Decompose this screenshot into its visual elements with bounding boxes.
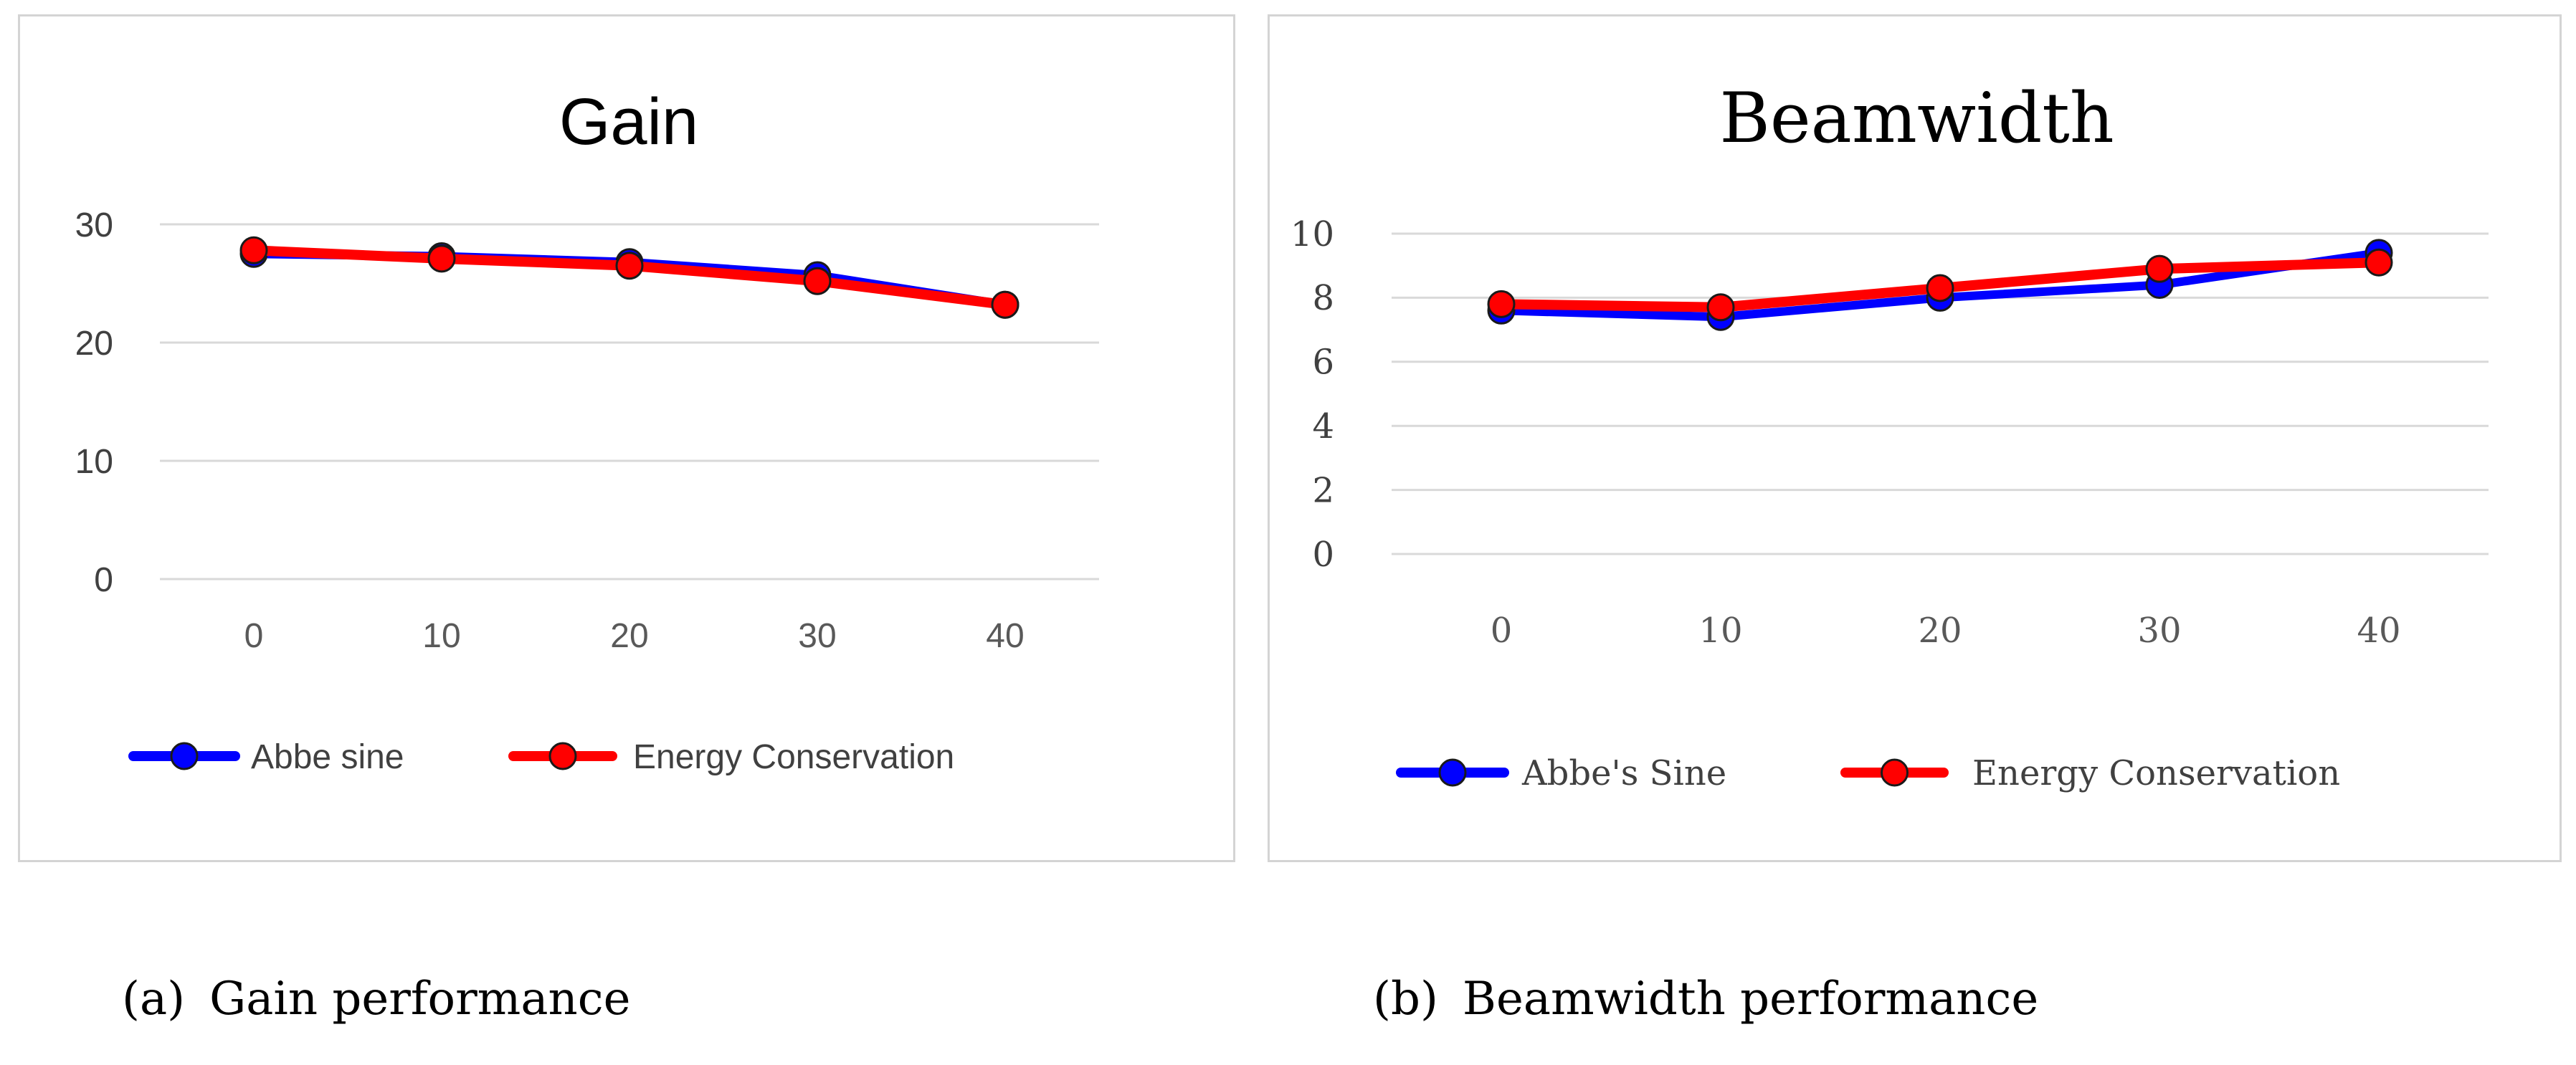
y-tick-label: 10: [1291, 214, 1334, 254]
y-tick-label: 0: [94, 561, 113, 599]
y-tick-labels: 0 10 20 30: [75, 206, 113, 599]
legend-label: Energy Conservation: [633, 738, 954, 776]
legend-marker: [548, 742, 577, 770]
data-point: [1706, 293, 1735, 322]
series-second: [1487, 248, 2393, 322]
legend-item: Energy Conservation: [508, 738, 954, 776]
x-tick-label: 0: [244, 617, 264, 655]
data-point: [1926, 274, 1954, 302]
x-tick-label: 30: [798, 617, 836, 655]
legend-item: Energy Conservation: [1840, 753, 2340, 793]
x-tick-label: 40: [986, 617, 1024, 655]
caption-beamwidth: (b) Beamwidth performance: [1373, 976, 2038, 1022]
legend-label: Abbe's Sine: [1521, 753, 1726, 793]
legend-marker: [170, 742, 199, 770]
legend-label: Abbe sine: [251, 738, 404, 776]
y-tick-label: 0: [1312, 535, 1334, 575]
y-tick-label: 10: [75, 443, 113, 481]
data-point: [2145, 254, 2174, 283]
gain-chart: Gain 0 10 20 30 0 10 20 30 40 Abbe sine Energy Cons…: [75, 85, 1099, 776]
gridlines: [1392, 232, 2489, 555]
data-point: [991, 290, 1020, 319]
gain-chart-panel: Gain 0 10 20 30 0 10 20 30 40 Abbe sine Energy Cons…: [18, 14, 1235, 862]
beamwidth-chart-panel: Beamwidth 0 2 4 6 8 10 0 10 20 30 40 Abbe's Sine Ener…: [1268, 14, 2562, 862]
caption-gain: (a) Gain performance: [122, 976, 630, 1022]
data-point: [615, 252, 644, 280]
y-tick-label: 30: [75, 206, 113, 244]
x-tick-label: 20: [610, 617, 648, 655]
series-second: [239, 236, 1020, 319]
x-tick-label: 0: [1491, 611, 1513, 651]
y-tick-label: 20: [75, 325, 113, 363]
y-tick-label: 4: [1312, 406, 1334, 446]
legend: Abbe's Sine Energy Conservation: [1396, 753, 2340, 793]
data-point: [427, 244, 456, 273]
legend: Abbe sine Energy Conservation: [128, 738, 954, 776]
x-tick-label: 30: [2137, 611, 2181, 651]
data-point: [1487, 290, 1516, 318]
caption-beamwidth-tag: (b): [1373, 973, 1438, 1026]
caption-gain-tag: (a): [122, 973, 186, 1026]
gridlines: [160, 223, 1099, 581]
data-point: [239, 236, 268, 264]
chart-title: Gain: [559, 85, 698, 158]
caption-beamwidth-text: Beamwidth performance: [1462, 973, 2039, 1026]
x-tick-labels: 0 10 20 30 40: [1491, 611, 2401, 651]
x-tick-label: 40: [2357, 611, 2400, 651]
y-tick-label: 6: [1312, 343, 1334, 383]
beamwidth-chart: Beamwidth 0 2 4 6 8 10 0 10 20 30 40 Abbe's Sine Ener…: [1291, 78, 2489, 793]
x-tick-label: 10: [422, 617, 460, 655]
legend-item: Abbe's Sine: [1396, 753, 1726, 793]
y-tick-labels: 0 2 4 6 8 10: [1291, 214, 1334, 575]
x-tick-label: 10: [1698, 611, 1742, 651]
legend-item: Abbe sine: [128, 738, 404, 776]
legend-marker: [1438, 758, 1467, 787]
legend-label: Energy Conservation: [1972, 753, 2340, 793]
y-tick-label: 2: [1312, 470, 1334, 510]
legend-marker: [1881, 758, 1909, 787]
y-tick-label: 8: [1312, 278, 1334, 318]
x-tick-labels: 0 10 20 30 40: [244, 617, 1025, 655]
x-tick-label: 20: [1918, 611, 1962, 651]
data-point: [803, 267, 832, 295]
data-point: [2364, 248, 2393, 277]
caption-gain-text: Gain performance: [209, 973, 631, 1026]
chart-title: Beamwidth: [1719, 78, 2114, 158]
